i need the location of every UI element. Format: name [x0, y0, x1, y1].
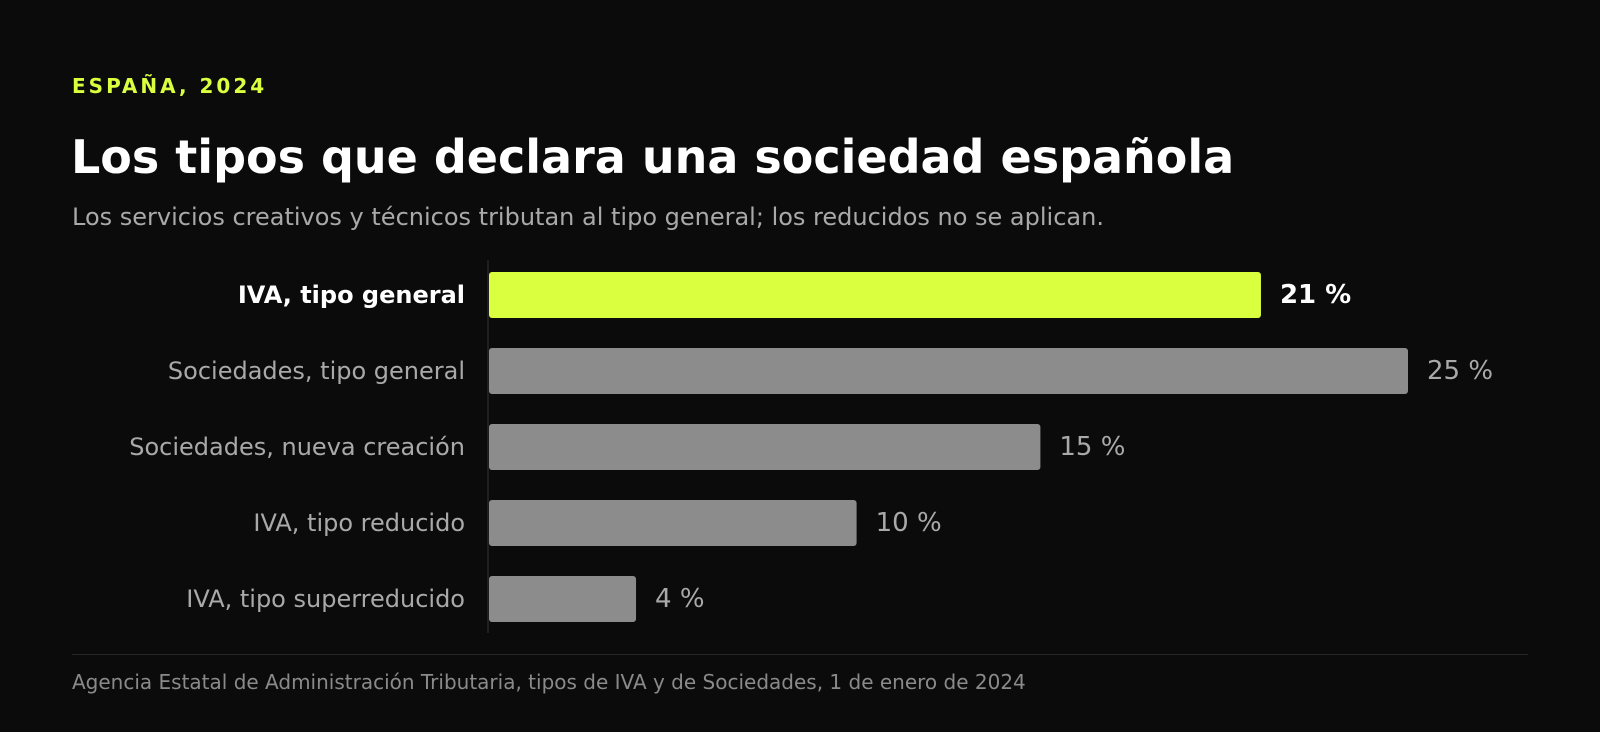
category-label: IVA, tipo superreducido [186, 585, 465, 613]
bar [489, 500, 857, 546]
value-label: 10 % [876, 508, 942, 538]
category-label: Sociedades, nueva creación [129, 433, 465, 461]
chart-subtitle: Los servicios creativos y técnicos tribu… [72, 203, 1104, 231]
category-label: Sociedades, tipo general [168, 357, 465, 385]
chart-eyebrow: ESPAÑA, 2024 [72, 74, 268, 98]
bar [489, 424, 1041, 470]
footer-divider [72, 654, 1528, 655]
bar [489, 576, 637, 622]
value-label: 4 % [655, 584, 705, 614]
value-label: 15 % [1059, 432, 1125, 462]
bar [489, 348, 1408, 394]
chart-title: Los tipos que declara una sociedad españ… [71, 130, 1235, 184]
bar-highlighted [489, 272, 1261, 318]
category-label: IVA, tipo general [238, 281, 465, 309]
source-note: Agencia Estatal de Administración Tribut… [72, 670, 1026, 694]
category-label: IVA, tipo reducido [253, 509, 465, 537]
value-label: 25 % [1427, 356, 1493, 386]
value-label: 21 % [1280, 280, 1351, 310]
